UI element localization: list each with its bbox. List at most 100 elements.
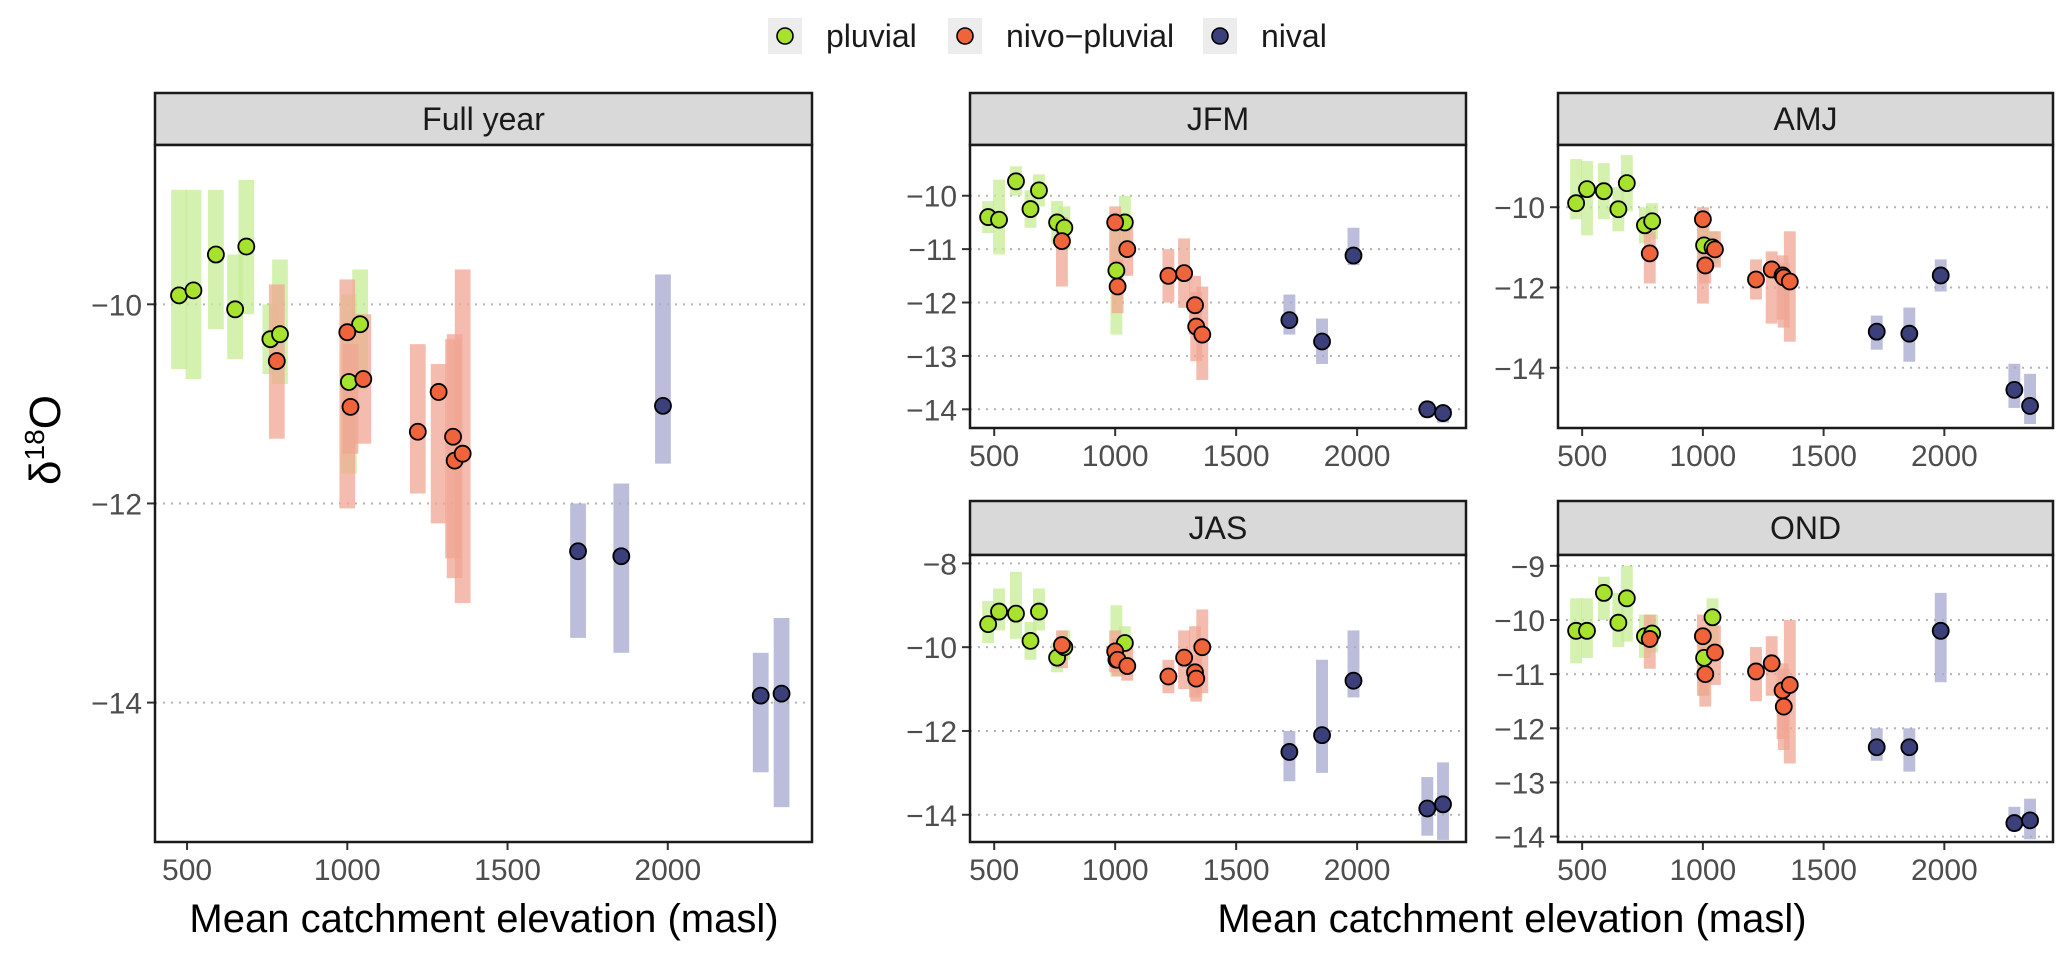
data-point-nivo-pluvial [1159,667,1178,686]
data-point-nivo-pluvial [1762,654,1781,673]
range-bar-nival [570,503,586,638]
data-point-nival [1313,726,1331,745]
data-point-nivo-pluvial [429,383,448,401]
panel-border [968,143,1468,430]
data-point-pluvial [979,615,998,634]
data-point-pluvial [339,373,358,391]
panel-title: AMJ [1774,101,1838,137]
data-point-nivo-pluvial [267,352,286,370]
plot-area [1558,145,2053,428]
panel-strip [968,91,1468,147]
plot-area [970,145,1466,428]
legend-item-pluvial: pluvial [768,18,917,54]
data-point-pluvial [1703,608,1722,627]
data-point-pluvial [1107,261,1126,280]
data-point-nival [751,686,770,705]
data-point-nivo-pluvial [1693,627,1712,646]
plot-area [1558,555,2053,842]
range-bar-nival [1347,630,1360,698]
data-point-pluvial [1030,181,1048,200]
data-point-nivo-pluvial [338,323,357,342]
data-point-nival [1931,621,1950,640]
y-tick-label: −14 [1494,353,1545,386]
y-tick-label: −14 [906,394,957,427]
x-tick-label: 1000 [314,854,381,887]
x-tick-label: 2000 [1911,854,1978,887]
y-axis-label-sup: 18 [19,429,50,460]
data-point-nivo-pluvial [1118,657,1137,675]
data-point-nivo-pluvial [444,427,462,446]
data-point-nivo-pluvial [1693,210,1712,229]
data-point-nivo-pluvial [1187,669,1206,688]
data-point-pluvial [271,325,289,344]
data-point-nivo-pluvial [453,444,472,463]
panel-title: OND [1770,510,1841,546]
range-bar-nivo-pluvial [1055,217,1068,287]
y-tick-label: −10 [1494,605,1545,638]
range-bar-nivo-pluvial [454,269,471,604]
data-point-pluvial [990,210,1008,229]
plot-area [155,145,812,842]
range-bar-nivo-pluvial [1109,206,1122,266]
panel-title: JFM [1187,101,1249,137]
y-tick-label: −12 [906,288,957,321]
y-tick-label: −14 [1494,822,1545,855]
panel-jas: JAS −8 −10 −12 −14 500 1000 1500 2000 [906,499,1468,887]
range-bar-nival [613,483,630,653]
x-tick-label: 2000 [1324,440,1391,473]
panel-border [153,143,814,844]
x-tick-label: 2000 [1324,854,1391,887]
panel-full-year: Full year −10 −12 −14 500 1000 1500 2000 [91,91,814,887]
data-point-pluvial [237,237,256,256]
data-point-nival [2021,397,2039,415]
data-point-nival [1434,404,1452,422]
legend-item-nival: nival [1203,18,1327,54]
y-axis-label: δ18O [19,395,70,485]
x-tick-label: 500 [1557,854,1607,887]
data-point-nival [569,542,587,561]
data-point-nivo-pluvial [1175,648,1194,667]
data-point-pluvial [1617,174,1636,193]
x-tick-label: 1000 [1670,440,1737,473]
y-tick-label: −11 [1496,659,1545,692]
data-point-nivo-pluvial [1193,325,1212,344]
x-axis-label-right: Mean catchment elevation (masl) [1217,897,1806,941]
data-point-nivo-pluvial [1706,240,1724,259]
data-point-nivo-pluvial [1780,272,1799,291]
data-point-nival [1418,400,1437,419]
data-point-nivo-pluvial [1747,662,1765,681]
x-axis-label-left: Mean catchment elevation (masl) [189,897,778,941]
panel-border [1556,143,2055,430]
data-point-pluvial [1021,200,1040,218]
legend-label: pluvial [826,18,917,54]
y-tick-label: −9 [1511,551,1545,584]
data-point-nival [1418,799,1437,818]
x-tick-label: 2000 [634,854,701,887]
panel-strip [153,91,814,147]
data-point-pluvial [1594,584,1613,602]
data-point-pluvial [1617,589,1636,608]
y-tick-label: −14 [91,688,142,721]
y-tick-label: −13 [906,341,957,374]
data-point-nivo-pluvial [1053,232,1071,251]
data-point-pluvial [1578,180,1596,199]
x-tick-label: 1500 [1203,440,1270,473]
legend-label: nival [1261,18,1327,54]
range-bar-nivo-pluvial [1777,263,1790,328]
y-tick-label: −13 [1494,767,1545,800]
range-bar-nival [773,617,790,808]
y-tick-label: −10 [91,289,142,322]
panel-strip [968,499,1468,557]
data-point-nivo-pluvial [1780,676,1799,694]
data-point-pluvial [1643,212,1662,231]
x-tick-label: 1500 [1790,440,1857,473]
x-tick-label: 500 [969,440,1019,473]
data-point-pluvial [1007,604,1025,623]
data-point-pluvial [1594,182,1613,201]
panel-title: Full year [422,101,545,137]
y-axis-label-o: O [21,395,70,429]
range-bar-nivo-pluvial [430,364,447,524]
data-point-nivo-pluvial [1053,636,1071,654]
data-point-nival [1867,322,1886,341]
data-point-nivo-pluvial [1106,213,1125,232]
